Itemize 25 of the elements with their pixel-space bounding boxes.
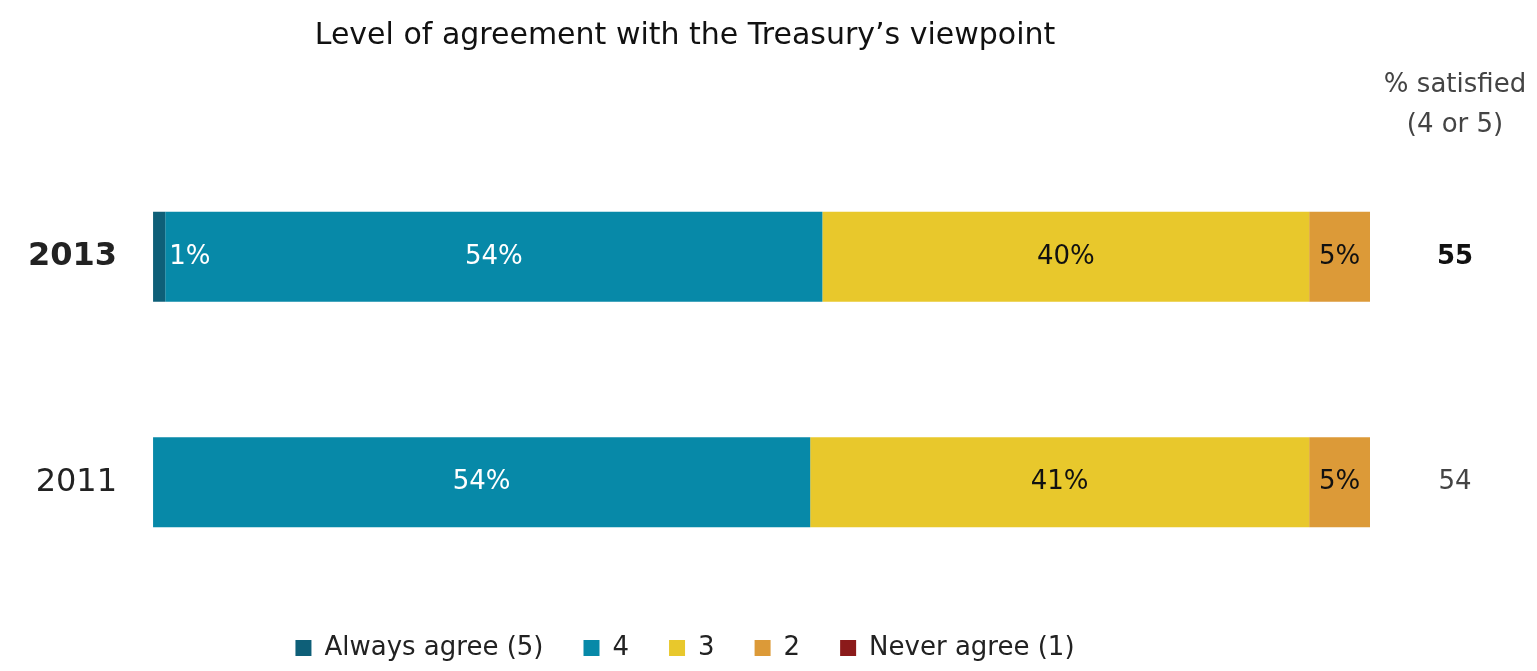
bar (1309, 437, 1370, 528)
text: % satisfied (4 or 5) (1383, 67, 1527, 138)
data-label: 54% (452, 465, 511, 495)
legend-label: 3 (698, 630, 715, 661)
legend-label: Always agree (5) (324, 630, 544, 661)
chart-title: Level of agreement with the Treasury’s viewpoint (314, 15, 1056, 51)
y-tick-label: 2013 (28, 235, 118, 274)
bar (1309, 211, 1370, 302)
bar (810, 437, 1310, 528)
data-label: 5% (1318, 239, 1361, 270)
legend-label: 4 (612, 630, 630, 661)
text: 55 (1436, 239, 1474, 270)
legend-label: 2 (783, 630, 801, 661)
bar (153, 437, 811, 528)
y-tick-label: 2011 (35, 460, 118, 499)
data-label: 41% (1030, 465, 1089, 495)
bar (822, 211, 1310, 302)
data-label: 1% (169, 239, 211, 270)
data-label: 5% (1318, 465, 1361, 495)
data-label: 54% (464, 239, 523, 270)
data-label: 40% (1036, 239, 1095, 270)
text: 54 (1438, 465, 1472, 495)
bar (153, 211, 166, 302)
legend-label: Never agree (1) (869, 630, 1075, 661)
bar (165, 211, 823, 302)
